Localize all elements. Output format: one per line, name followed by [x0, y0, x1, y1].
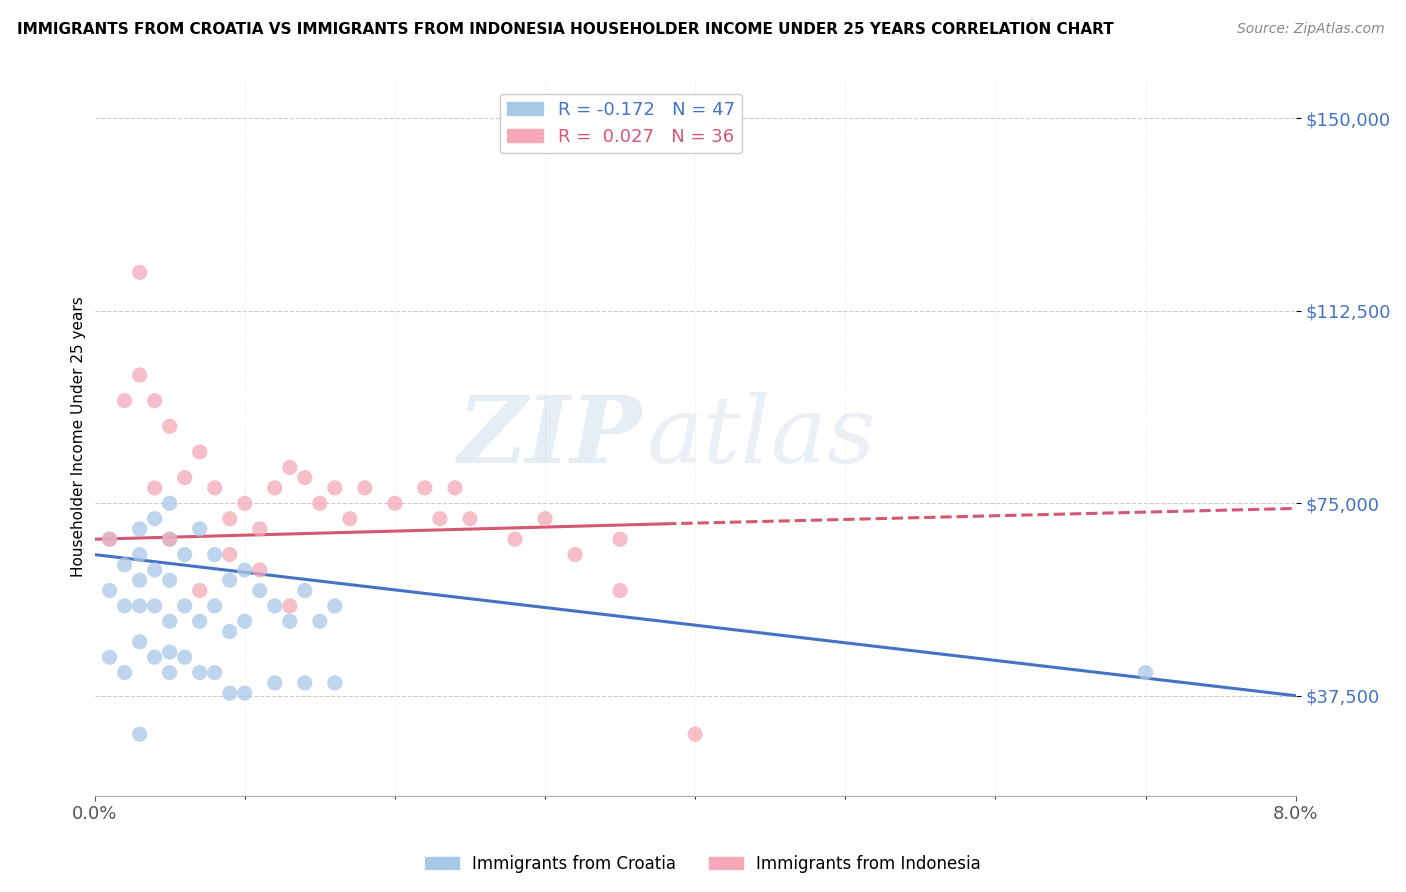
- Point: [204, 665, 226, 680]
- Point: [188, 665, 211, 680]
- Point: [218, 548, 240, 562]
- Point: [534, 511, 557, 525]
- Point: [413, 481, 436, 495]
- Point: [188, 615, 211, 629]
- Point: [143, 599, 166, 613]
- Point: [114, 558, 136, 572]
- Point: [323, 481, 346, 495]
- Point: [128, 599, 150, 613]
- Point: [143, 650, 166, 665]
- Point: [188, 445, 211, 459]
- Point: [278, 460, 301, 475]
- Point: [249, 522, 271, 536]
- Point: [294, 676, 316, 690]
- Point: [263, 599, 285, 613]
- Text: IMMIGRANTS FROM CROATIA VS IMMIGRANTS FROM INDONESIA HOUSEHOLDER INCOME UNDER 25: IMMIGRANTS FROM CROATIA VS IMMIGRANTS FR…: [17, 22, 1114, 37]
- Point: [98, 533, 121, 547]
- Point: [128, 635, 150, 649]
- Point: [173, 650, 195, 665]
- Point: [609, 583, 631, 598]
- Point: [564, 548, 586, 562]
- Point: [114, 393, 136, 408]
- Point: [233, 563, 256, 577]
- Point: [278, 615, 301, 629]
- Point: [143, 481, 166, 495]
- Legend: R = -0.172   N = 47, R =  0.027   N = 36: R = -0.172 N = 47, R = 0.027 N = 36: [501, 94, 742, 153]
- Point: [249, 563, 271, 577]
- Point: [353, 481, 375, 495]
- Y-axis label: Householder Income Under 25 years: Householder Income Under 25 years: [72, 296, 86, 577]
- Point: [98, 533, 121, 547]
- Point: [143, 511, 166, 525]
- Point: [308, 615, 330, 629]
- Point: [98, 583, 121, 598]
- Point: [503, 533, 526, 547]
- Point: [128, 265, 150, 279]
- Point: [128, 522, 150, 536]
- Point: [173, 470, 195, 484]
- Point: [458, 511, 481, 525]
- Point: [263, 676, 285, 690]
- Point: [159, 533, 181, 547]
- Point: [294, 583, 316, 598]
- Point: [143, 563, 166, 577]
- Point: [173, 599, 195, 613]
- Point: [188, 522, 211, 536]
- Point: [173, 548, 195, 562]
- Point: [323, 599, 346, 613]
- Point: [294, 470, 316, 484]
- Point: [233, 615, 256, 629]
- Point: [159, 419, 181, 434]
- Point: [278, 599, 301, 613]
- Point: [339, 511, 361, 525]
- Point: [218, 624, 240, 639]
- Point: [159, 533, 181, 547]
- Point: [204, 548, 226, 562]
- Point: [128, 548, 150, 562]
- Point: [263, 481, 285, 495]
- Text: atlas: atlas: [647, 392, 876, 482]
- Point: [143, 393, 166, 408]
- Point: [444, 481, 467, 495]
- Point: [114, 599, 136, 613]
- Point: [159, 645, 181, 659]
- Legend: Immigrants from Croatia, Immigrants from Indonesia: Immigrants from Croatia, Immigrants from…: [419, 848, 987, 880]
- Point: [128, 727, 150, 741]
- Point: [1135, 665, 1157, 680]
- Point: [609, 533, 631, 547]
- Point: [204, 481, 226, 495]
- Point: [204, 599, 226, 613]
- Point: [128, 368, 150, 382]
- Point: [308, 496, 330, 510]
- Point: [159, 574, 181, 588]
- Point: [323, 676, 346, 690]
- Point: [128, 574, 150, 588]
- Point: [159, 665, 181, 680]
- Point: [218, 511, 240, 525]
- Point: [159, 615, 181, 629]
- Point: [429, 511, 451, 525]
- Point: [233, 686, 256, 700]
- Point: [218, 574, 240, 588]
- Point: [188, 583, 211, 598]
- Point: [159, 496, 181, 510]
- Point: [233, 496, 256, 510]
- Point: [114, 665, 136, 680]
- Point: [683, 727, 706, 741]
- Point: [384, 496, 406, 510]
- Text: ZIP: ZIP: [457, 392, 641, 482]
- Text: Source: ZipAtlas.com: Source: ZipAtlas.com: [1237, 22, 1385, 37]
- Point: [218, 686, 240, 700]
- Point: [98, 650, 121, 665]
- Point: [249, 583, 271, 598]
